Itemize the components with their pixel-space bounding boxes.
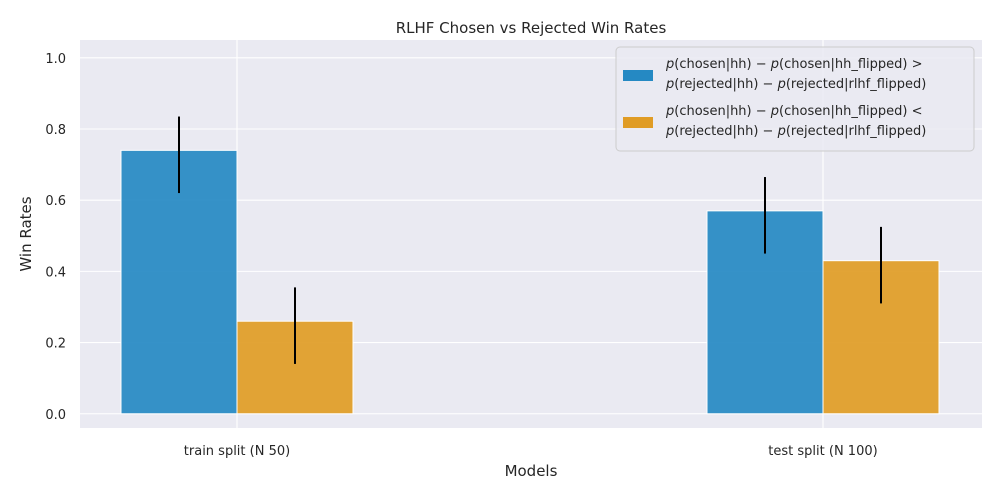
x-tick-labels: train split (N 50) test split (N 100) [184, 444, 878, 459]
y-tick-label: 0.6 [45, 194, 66, 209]
y-tick-label: 0.2 [45, 337, 66, 352]
legend-label: p(rejected|hh) − p(rejected|rlhf_flipped… [665, 124, 926, 139]
bars-layer [120, 149, 940, 415]
chart-title: RLHF Chosen vs Rejected Win Rates [396, 19, 667, 37]
x-tick-label: test split (N 100) [768, 444, 877, 459]
y-tick-label: 0.4 [45, 265, 66, 280]
legend: p(chosen|hh) − p(chosen|hh_flipped) > p(r… [615, 46, 975, 152]
legend-label: p(chosen|hh) − p(chosen|hh_flipped) < [665, 104, 922, 119]
y-tick-labels: 0.0 0.2 0.4 0.6 0.8 1.0 [45, 52, 66, 423]
legend-label: p(chosen|hh) − p(chosen|hh_flipped) > [665, 57, 922, 72]
legend-label: p(rejected|hh) − p(rejected|rlhf_flipped… [665, 77, 926, 92]
x-axis-label: Models [505, 462, 558, 480]
x-tick-label: train split (N 50) [184, 444, 290, 459]
y-tick-label: 0.0 [45, 408, 66, 423]
legend-swatch [623, 117, 653, 128]
bar [120, 149, 238, 415]
legend-box [615, 46, 975, 152]
legend-swatch [623, 70, 653, 81]
error-bars-layer [178, 116, 882, 364]
y-axis-label: Win Rates [17, 196, 35, 271]
y-tick-label: 1.0 [45, 52, 66, 67]
y-tick-label: 0.8 [45, 123, 66, 138]
